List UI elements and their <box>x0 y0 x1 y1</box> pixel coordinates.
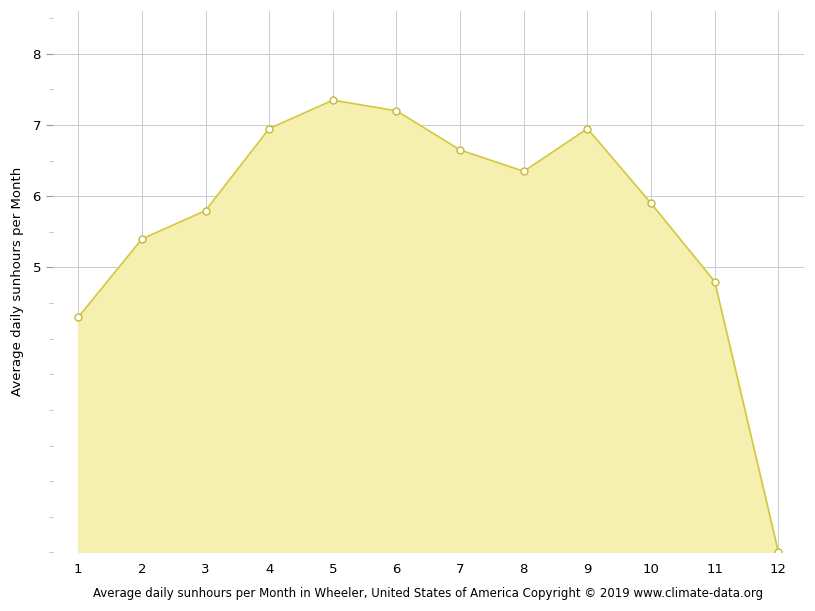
X-axis label: Average daily sunhours per Month in Wheeler, United States of America Copyright : Average daily sunhours per Month in Whee… <box>93 587 764 600</box>
Y-axis label: Average daily sunhours per Month: Average daily sunhours per Month <box>11 167 24 397</box>
